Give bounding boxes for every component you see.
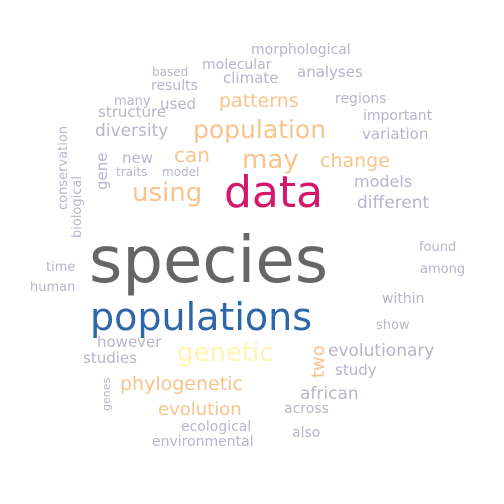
word-evolution: evolution: [158, 399, 242, 420]
word-time: time: [46, 260, 76, 275]
word-climate: climate: [223, 69, 279, 87]
word-biological: biological: [70, 176, 85, 238]
word-analyses: analyses: [297, 63, 363, 81]
word-molecular: molecular: [202, 57, 272, 73]
word-diversity: diversity: [95, 121, 169, 141]
word-many: many: [114, 94, 151, 109]
word-environmental: environmental: [152, 434, 254, 450]
word-new: new: [122, 149, 154, 167]
word-populations: populations: [90, 295, 313, 339]
word-phylogenetic: phylogenetic: [120, 373, 243, 395]
word-genetic: genetic: [177, 338, 274, 368]
word-using: using: [132, 178, 203, 208]
word-used: used: [160, 95, 197, 113]
word-model: model: [162, 165, 200, 179]
word-morphological: morphological: [251, 42, 351, 58]
word-population: population: [193, 115, 327, 144]
word-change: change: [320, 150, 390, 172]
word-models: models: [354, 172, 413, 191]
word-patterns: patterns: [219, 90, 299, 112]
word-ecological: ecological: [181, 419, 252, 435]
word-can: can: [174, 143, 210, 167]
word-found: found: [419, 240, 457, 255]
word-traits: traits: [116, 165, 148, 179]
word-conservation: conservation: [56, 125, 71, 210]
word-however: however: [97, 333, 162, 351]
word-regions: regions: [335, 91, 387, 107]
word-evolutionary: evolutionary: [328, 341, 435, 361]
word-gene: gene: [93, 152, 111, 191]
word-species: species: [89, 224, 329, 298]
word-african: african: [300, 384, 359, 404]
word-genes: genes: [100, 377, 113, 411]
word-also: also: [292, 425, 321, 441]
word-studies: studies: [83, 349, 137, 367]
word-data: data: [224, 167, 324, 218]
word-different: different: [357, 193, 430, 213]
word-study: study: [335, 361, 377, 379]
word-based: based: [152, 65, 189, 79]
word-two: two: [308, 345, 329, 378]
word-results: results: [151, 78, 198, 94]
word-within: within: [382, 291, 425, 307]
word-show: show: [376, 318, 410, 333]
word-across: across: [284, 401, 329, 417]
word-among: among: [420, 262, 466, 277]
word-may: may: [242, 145, 299, 175]
word-human: human: [30, 280, 76, 295]
word-structure: structure: [98, 103, 167, 121]
word-important: important: [363, 108, 433, 124]
word-variation: variation: [362, 125, 429, 143]
